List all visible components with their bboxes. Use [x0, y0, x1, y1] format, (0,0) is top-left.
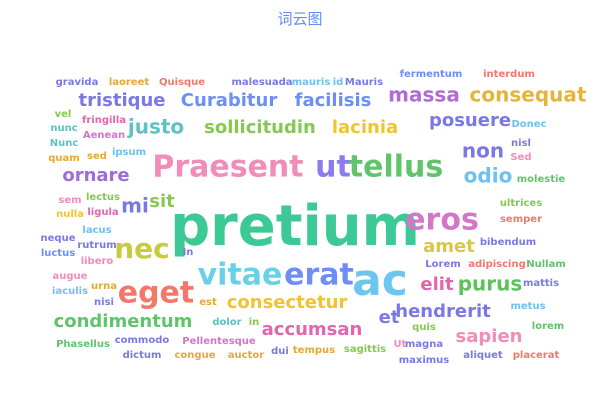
- word-quis: quis: [412, 322, 436, 333]
- word-pellentesque: Pellentesque: [182, 336, 256, 347]
- word-metus: metus: [510, 301, 545, 312]
- word-odio: odio: [464, 164, 513, 188]
- word-ornare: ornare: [62, 165, 129, 186]
- word-aliquet: aliquet: [463, 350, 503, 361]
- word-semper: semper: [500, 214, 542, 225]
- word-posuere: posuere: [429, 110, 511, 131]
- word-nunc: nunc: [50, 123, 77, 134]
- word-laoreet: laoreet: [109, 77, 150, 88]
- word-ut: ut: [315, 150, 351, 185]
- word-lorem: lorem: [532, 321, 564, 332]
- word-vitae: vitae: [198, 258, 283, 293]
- word-phasellus: Phasellus: [56, 339, 110, 350]
- word-amet: amet: [423, 236, 475, 257]
- word-rutrum: rutrum: [77, 240, 116, 251]
- word-sed: sed: [87, 151, 107, 162]
- word-sit: sit: [149, 191, 175, 212]
- word-malesuada: malesuada: [231, 77, 292, 88]
- word-ut: Ut: [394, 339, 407, 350]
- word-ipsum: ipsum: [112, 147, 146, 158]
- word-in: In: [183, 247, 194, 258]
- word-facilisis: facilisis: [295, 90, 372, 111]
- word-ac: ac: [352, 255, 408, 306]
- word-lacinia: lacinia: [332, 117, 398, 138]
- word-urna: urna: [91, 281, 117, 292]
- word-eros: eros: [405, 203, 479, 238]
- word-et: et: [379, 307, 400, 328]
- word-dolor: dolor: [212, 317, 241, 328]
- word-eget: eget: [118, 276, 195, 311]
- word-luctus: luctus: [41, 248, 75, 259]
- word-vel: vel: [55, 109, 72, 120]
- word-nullam: Nullam: [526, 259, 566, 270]
- word-justo: justo: [127, 115, 184, 139]
- word-quisque: Quisque: [159, 77, 205, 88]
- word-auctor: auctor: [228, 350, 264, 361]
- word-condimentum: condimentum: [54, 311, 193, 332]
- word-mauris: mauris: [292, 77, 331, 88]
- word-id: id: [333, 77, 344, 88]
- word-non: non: [462, 139, 504, 163]
- word-ultrices: ultrices: [500, 198, 542, 209]
- word-magna: magna: [405, 339, 443, 350]
- word-molestie: molestie: [517, 174, 566, 185]
- word-lacus: lacus: [82, 225, 111, 236]
- word-nec: nec: [114, 232, 170, 265]
- word-sapien: sapien: [456, 326, 523, 347]
- word-dui: dui: [271, 346, 289, 357]
- word-purus: purus: [458, 272, 523, 296]
- word-quam: quam: [48, 153, 79, 164]
- word-elit: elit: [420, 274, 454, 295]
- word-lectus: lectus: [86, 192, 120, 203]
- word-commodo: commodo: [115, 335, 170, 346]
- word-pretium: pretium: [170, 194, 420, 259]
- word-nulla: nulla: [56, 209, 84, 220]
- word-fringilla: fringilla: [82, 115, 126, 126]
- word-iaculis: iaculis: [52, 286, 88, 297]
- word-mi: mi: [121, 194, 149, 218]
- word-erat: erat: [284, 258, 354, 293]
- word-placerat: placerat: [513, 350, 560, 361]
- word-hendrerit: hendrerit: [395, 301, 491, 322]
- word-consequat: consequat: [470, 83, 587, 107]
- word-gravida: gravida: [56, 77, 99, 88]
- word-consectetur: consectetur: [227, 292, 348, 313]
- word-nunc: Nunc: [50, 138, 79, 149]
- word-sagittis: sagittis: [344, 344, 386, 355]
- word-tristique: tristique: [78, 90, 165, 111]
- word-sollicitudin: sollicitudin: [204, 117, 316, 138]
- word-praesent: Praesent: [152, 150, 303, 185]
- word-bibendum: bibendum: [480, 237, 536, 248]
- word-massa: massa: [388, 83, 460, 107]
- word-mauris: Mauris: [345, 77, 383, 88]
- word-in: in: [249, 317, 260, 328]
- word-donec: Donec: [512, 119, 547, 130]
- word-mattis: mattis: [523, 278, 559, 289]
- word-tempus: tempus: [293, 345, 335, 356]
- word-interdum: interdum: [483, 69, 535, 80]
- word-maximus: maximus: [399, 355, 450, 366]
- word-est: est: [199, 297, 217, 308]
- word-tellus: tellus: [349, 150, 443, 185]
- word-adipiscing: adipiscing: [468, 259, 526, 270]
- chart-title: 词云图: [277, 10, 323, 28]
- word-aenean: Aenean: [83, 130, 125, 141]
- word-accumsan: accumsan: [262, 319, 363, 340]
- word-sed: Sed: [510, 152, 531, 163]
- word-lorem: Lorem: [425, 259, 460, 270]
- word-fermentum: fermentum: [400, 69, 463, 80]
- word-neque: neque: [41, 233, 76, 244]
- word-dictum: dictum: [123, 350, 162, 361]
- word-nisl: nisl: [511, 138, 531, 149]
- word-libero: libero: [81, 256, 114, 267]
- word-ligula: ligula: [87, 207, 118, 218]
- word-nisi: nisi: [94, 297, 114, 308]
- word-congue: congue: [175, 350, 216, 361]
- word-sem: sem: [58, 195, 81, 206]
- word-curabitur: Curabitur: [181, 90, 278, 111]
- word-augue: augue: [53, 271, 88, 282]
